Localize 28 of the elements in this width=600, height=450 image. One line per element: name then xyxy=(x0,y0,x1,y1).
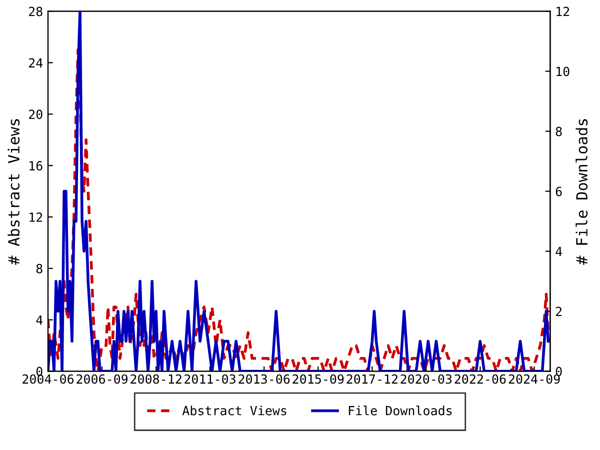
y-tick-label: 12 xyxy=(30,212,42,222)
x-tick-label: 2022-06 xyxy=(454,374,506,384)
y-tick-label: 20 xyxy=(29,110,42,120)
y-tick-label: 24 xyxy=(29,58,43,68)
x-tick-label: 2006-09 xyxy=(76,374,128,384)
y2-tick-label: 10 xyxy=(556,66,570,76)
y-tick-label: 28 xyxy=(29,6,42,16)
y2-tick-label: 4 xyxy=(556,246,562,256)
y2-tick-label: 2 xyxy=(556,306,562,316)
y2-tick-label: 6 xyxy=(556,186,562,196)
x-tick-label: 2017-12 xyxy=(346,374,398,384)
y2-tick-label: 8 xyxy=(556,126,562,136)
x-tick-label: 2024-09 xyxy=(508,374,560,384)
y-tick-label: 16 xyxy=(30,161,42,170)
x-tick-label: 2013-06 xyxy=(238,374,290,384)
y-axis-title: # Abstract Views xyxy=(8,119,20,265)
y-tick-label: 4 xyxy=(36,315,43,325)
y-tick-label: 0 xyxy=(36,366,42,376)
legend-label: File Downloads xyxy=(348,406,452,416)
x-tick-label: 2008-12 xyxy=(130,374,182,384)
x-tick-label: 2011-03 xyxy=(184,374,236,384)
y-tick-label: 8 xyxy=(36,264,42,274)
y2-axis-title: # File Downloads xyxy=(576,119,588,265)
x-tick-label: 2004-06 xyxy=(22,374,74,384)
y2-tick-label: 12 xyxy=(556,6,570,16)
x-tick-label: 2020-03 xyxy=(400,374,452,384)
x-tick-label: 2015-09 xyxy=(292,374,344,384)
legend-label: Abstract Views xyxy=(182,406,286,416)
